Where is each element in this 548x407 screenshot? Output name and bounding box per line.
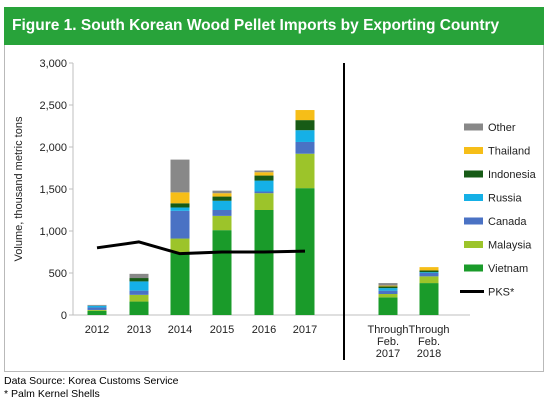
bar-segment-vietnam [87,310,107,315]
bar-segment-vietnam [254,210,274,315]
legend-label: Russia [488,193,523,205]
x-tick-label: 2012 [85,324,109,336]
bar-segment-indonesia [129,278,149,282]
legend-label: Canada [488,216,527,228]
bar-segment-russia [87,305,107,308]
bar-segment-thailand [378,285,398,287]
y-tick-label: 1,000 [39,226,67,238]
bar-segment-indonesia [254,175,274,181]
bar-segment-vietnam [212,230,232,315]
bar-segment-canada [295,141,315,154]
bar-segment-other [378,283,398,286]
legend-swatch-vietnam [464,264,483,272]
x-tick-label: 2017 [376,348,400,360]
y-axis-title: Volume, thousand metric tons [13,116,25,261]
y-tick-label: 1,500 [39,184,67,196]
bar-segment-indonesia [378,286,398,289]
figure-title: Figure 1. South Korean Wood Pellet Impor… [4,7,544,45]
bar-segment-vietnam [170,252,190,315]
bar-segment-canada [170,210,190,239]
bar-segment-malaysia [419,276,439,284]
x-tick-label: Feb. [377,336,399,348]
pks-footnote: * Palm Kernel Shells [4,388,100,400]
bar-segment-russia [212,200,232,210]
x-tick-label: Through [368,324,409,336]
bar-segment-thailand [254,172,274,176]
bar-segment-indonesia [295,120,315,131]
bar-segment-canada [212,210,232,216]
bar-segment-vietnam [378,297,398,315]
chart-frame [4,45,544,372]
bar-segment-canada [378,290,398,294]
bar-segment-other [129,273,149,279]
legend-swatch-thailand [464,147,483,154]
bar-segment-thailand [170,192,190,204]
bar-segment-russia [170,207,190,211]
x-tick-label: 2016 [252,324,276,336]
legend-label: Malaysia [488,240,532,252]
bar-segment-indonesia [419,270,439,273]
bar-segment-russia [295,130,315,142]
legend-swatch-other [464,123,483,131]
bar-segment-thailand [212,193,232,197]
x-tick-label: 2014 [168,324,192,336]
bar-segment-russia [254,180,274,192]
bar-segment-malaysia [254,193,274,210]
bar-segment-russia [129,281,149,291]
legend-label: PKS* [488,287,515,299]
bar-segment-other [254,170,274,173]
legend-swatch-malaysia [464,241,483,248]
data-source-note: Data Source: Korea Customs Service [4,375,179,387]
x-tick-label: 2017 [293,324,317,336]
pks-line [96,240,306,256]
x-tick-label: 2018 [417,348,441,360]
bar-segment-canada [129,290,149,295]
footnotes: Data Source: Korea Customs Service * Pal… [4,375,179,401]
x-tick-label: 2013 [127,324,151,336]
legend-swatch-russia [464,194,483,201]
y-tick-label: 2,500 [39,100,67,112]
y-tick-label: 2,000 [39,142,67,154]
bar-segment-thailand [295,110,315,121]
x-tick-label: Through [409,324,450,336]
bar-segment-canada [419,273,439,277]
y-tick-label: 500 [49,268,67,280]
legend-label: Other [488,122,516,134]
bar-segment-thailand [419,267,439,271]
legend-label: Vietnam [488,263,528,275]
bar-segment-indonesia [170,203,190,208]
legend-swatch-canada [464,217,483,225]
bar-segment-canada [87,307,107,310]
bar-segment-russia [419,272,439,273]
bar-segment-malaysia [212,215,232,231]
bar-segment-other [170,159,190,193]
bar-segment-other [87,304,107,306]
bar-segment-malaysia [87,309,107,311]
x-tick-label: 2015 [210,324,234,336]
legend-label: Thailand [488,146,530,158]
chart-area: 0 500 1,000 1,500 2,000 2,500 3,000 Volume, tho… [13,58,537,360]
legend-swatch-indonesia [464,170,483,178]
bar-segment-malaysia [378,294,398,298]
bar-segment-russia [378,288,398,291]
bar-segment-vietnam [129,301,149,315]
legend-label: Indonesia [488,169,537,181]
y-tick-label: 3,000 [39,58,67,70]
bar-segment-malaysia [170,238,190,253]
bar-segment-malaysia [129,294,149,302]
bar-segment-malaysia [295,153,315,189]
bar-segment-vietnam [419,283,439,315]
bar-segment-other [212,190,232,194]
bar-segment-canada [254,191,274,194]
y-tick-label: 0 [61,310,67,322]
bar-segment-indonesia [212,196,232,201]
x-tick-label: Feb. [418,336,440,348]
